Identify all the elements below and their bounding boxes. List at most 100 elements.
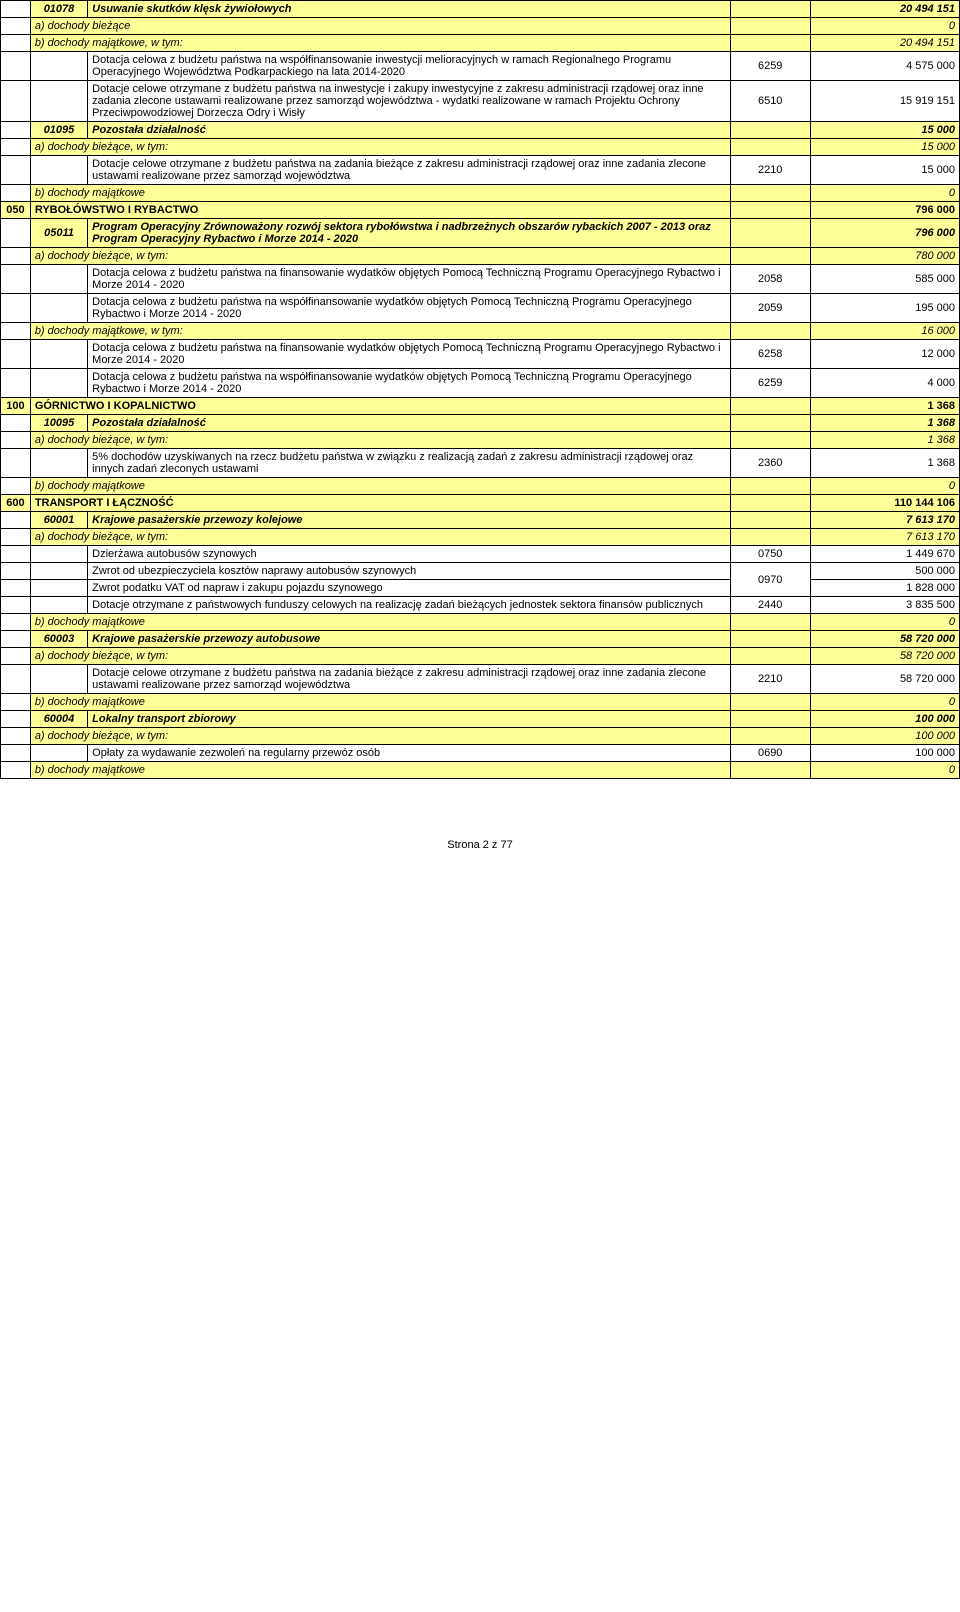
- head-amt: 100 000: [810, 711, 959, 728]
- blank-cell: [30, 294, 87, 323]
- section-amt: 796 000: [810, 202, 959, 219]
- head-code: 60004: [30, 711, 87, 728]
- sub-num: [730, 139, 810, 156]
- blank-cell: [30, 665, 87, 694]
- table-row: 600TRANSPORT I ŁĄCZNOŚĆ110 144 106: [1, 495, 960, 512]
- item-num: 0690: [730, 745, 810, 762]
- table-row: Zwrot od ubezpieczyciela kosztów naprawy…: [1, 563, 960, 580]
- section-desc: TRANSPORT I ŁĄCZNOŚĆ: [30, 495, 730, 512]
- item-num: 6258: [730, 340, 810, 369]
- blank-cell: [1, 139, 31, 156]
- blank-cell: [1, 512, 31, 529]
- item-num: 2360: [730, 449, 810, 478]
- blank-cell: [30, 580, 87, 597]
- item-desc: Dotacja celowa z budżetu państwa na fina…: [88, 340, 730, 369]
- table-row: a) dochody bieżące, w tym:780 000: [1, 248, 960, 265]
- head-num: [730, 122, 810, 139]
- head-amt: 7 613 170: [810, 512, 959, 529]
- sub-desc: a) dochody bieżące, w tym:: [30, 139, 730, 156]
- blank-cell: [1, 665, 31, 694]
- table-row: Dotacje celowe otrzymane z budżetu państ…: [1, 81, 960, 122]
- head-code: 10095: [30, 415, 87, 432]
- sub-num: [730, 18, 810, 35]
- sub-num: [730, 728, 810, 745]
- blank-cell: [1, 563, 31, 580]
- sub-num: [730, 762, 810, 779]
- table-row: a) dochody bieżące, w tym:7 613 170: [1, 529, 960, 546]
- table-row: 5% dochodów uzyskiwanych na rzecz budżet…: [1, 449, 960, 478]
- head-num: [730, 1, 810, 18]
- item-amt: 4 575 000: [810, 52, 959, 81]
- table-row: 10095Pozostała działalność1 368: [1, 415, 960, 432]
- table-row: b) dochody majątkowe, w tym:20 494 151: [1, 35, 960, 52]
- head-desc: Krajowe pasażerskie przewozy kolejowe: [88, 512, 730, 529]
- sub-amt: 15 000: [810, 139, 959, 156]
- sub-desc: b) dochody majątkowe: [30, 694, 730, 711]
- blank-cell: [1, 52, 31, 81]
- blank-cell: [1, 415, 31, 432]
- sub-desc: a) dochody bieżące, w tym:: [30, 432, 730, 449]
- blank-cell: [30, 597, 87, 614]
- table-row: Dotacja celowa z budżetu państwa na fina…: [1, 265, 960, 294]
- item-amt: 1 368: [810, 449, 959, 478]
- section-code: 050: [1, 202, 31, 219]
- sub-amt: 1 368: [810, 432, 959, 449]
- budget-table: 01078Usuwanie skutków klęsk żywiołowych2…: [0, 0, 960, 779]
- item-amt: 12 000: [810, 340, 959, 369]
- blank-cell: [1, 648, 31, 665]
- sub-amt: 0: [810, 762, 959, 779]
- blank-cell: [30, 340, 87, 369]
- blank-cell: [1, 185, 31, 202]
- item-amt: 15 000: [810, 156, 959, 185]
- table-row: Dotacje celowe otrzymane z budżetu państ…: [1, 665, 960, 694]
- item-desc: Dotacja celowa z budżetu państwa na wspó…: [88, 52, 730, 81]
- table-row: a) dochody bieżące, w tym: 15 000: [1, 139, 960, 156]
- sub-num: [730, 648, 810, 665]
- table-row: 60001Krajowe pasażerskie przewozy kolejo…: [1, 512, 960, 529]
- table-row: Dotacja celowa z budżetu państwa na fina…: [1, 340, 960, 369]
- item-desc: Dotacja celowa z budżetu państwa na fina…: [88, 265, 730, 294]
- item-num: 0750: [730, 546, 810, 563]
- blank-cell: [1, 631, 31, 648]
- head-amt: 20 494 151: [810, 1, 959, 18]
- blank-cell: [30, 52, 87, 81]
- item-amt: 100 000: [810, 745, 959, 762]
- section-desc: GÓRNICTWO I KOPALNICTWO: [30, 398, 730, 415]
- section-desc: RYBOŁÓWSTWO I RYBACTWO: [30, 202, 730, 219]
- section-code: 100: [1, 398, 31, 415]
- item-num: 6510: [730, 81, 810, 122]
- head-desc: Lokalny transport zbiorowy: [88, 711, 730, 728]
- blank-cell: [30, 265, 87, 294]
- blank-cell: [1, 711, 31, 728]
- blank-cell: [1, 156, 31, 185]
- head-amt: 1 368: [810, 415, 959, 432]
- section-num: [730, 202, 810, 219]
- blank-cell: [1, 614, 31, 631]
- sub-desc: a) dochody bieżące, w tym:: [30, 248, 730, 265]
- blank-cell: [1, 35, 31, 52]
- table-row: 100GÓRNICTWO I KOPALNICTWO1 368: [1, 398, 960, 415]
- table-row: Zwrot podatku VAT od napraw i zakupu poj…: [1, 580, 960, 597]
- table-row: b) dochody majątkowe0: [1, 478, 960, 495]
- sub-desc: b) dochody majątkowe: [30, 478, 730, 495]
- blank-cell: [30, 563, 87, 580]
- blank-cell: [1, 265, 31, 294]
- table-row: b) dochody majątkowe0: [1, 614, 960, 631]
- table-row: Opłaty za wydawanie zezwoleń na regularn…: [1, 745, 960, 762]
- blank-cell: [1, 762, 31, 779]
- blank-cell: [1, 1, 31, 18]
- section-num: [730, 398, 810, 415]
- sub-desc: b) dochody majątkowe, w tym:: [30, 35, 730, 52]
- table-row: Dotacja celowa z budżetu państwa na wspó…: [1, 294, 960, 323]
- head-desc: Usuwanie skutków klęsk żywiołowych: [88, 1, 730, 18]
- table-row: Dotacje otrzymane z państwowych funduszy…: [1, 597, 960, 614]
- sub-num: [730, 478, 810, 495]
- sub-num: [730, 614, 810, 631]
- table-row: b) dochody majątkowe, w tym:16 000: [1, 323, 960, 340]
- item-desc: 5% dochodów uzyskiwanych na rzecz budżet…: [88, 449, 730, 478]
- item-desc: Dotacje celowe otrzymane z budżetu państ…: [88, 665, 730, 694]
- item-amt: 1 449 670: [810, 546, 959, 563]
- sub-desc: b) dochody majątkowe, w tym:: [30, 323, 730, 340]
- table-row: a) dochody bieżące, w tym: 1 368: [1, 432, 960, 449]
- head-num: [730, 512, 810, 529]
